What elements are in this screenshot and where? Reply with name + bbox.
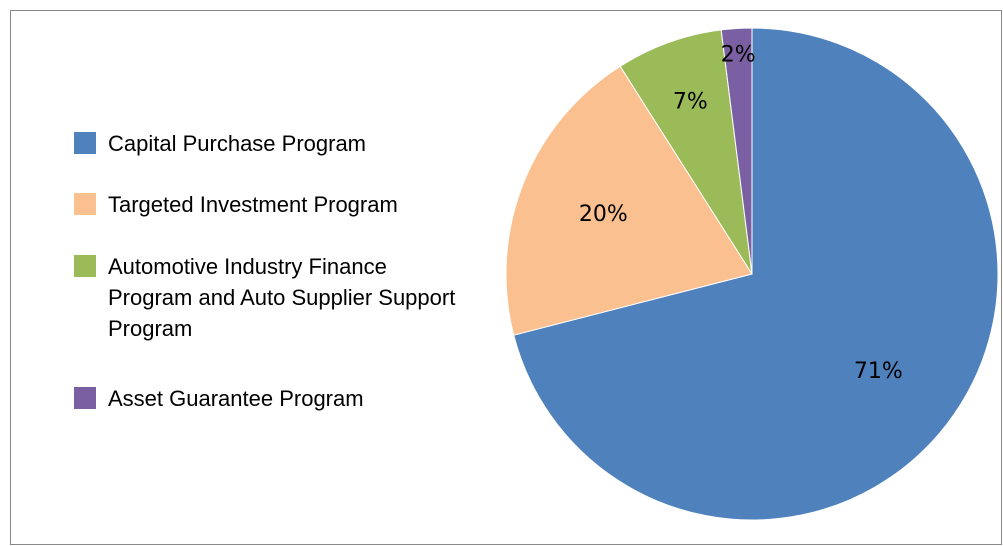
pie-slice bbox=[720, 27, 753, 275]
frame bbox=[10, 10, 1002, 545]
data-label: 71% bbox=[854, 359, 903, 384]
legend-swatch bbox=[74, 132, 96, 154]
legend-entry: Capital Purchase Program bbox=[74, 128, 474, 159]
legend-entry: Automotive Industry Finance Program and … bbox=[74, 251, 474, 344]
legend-label: Automotive Industry Finance Program and … bbox=[108, 254, 456, 341]
pie-slice bbox=[513, 27, 999, 521]
legend-label: Asset Guarantee Program bbox=[108, 386, 364, 411]
pie-slice bbox=[619, 29, 753, 275]
pie-slice bbox=[505, 65, 753, 336]
data-label: 20% bbox=[579, 202, 628, 227]
legend-entry: Asset Guarantee Program bbox=[74, 383, 474, 414]
legend-swatch bbox=[74, 255, 96, 277]
legend-entry: Targeted Investment Program bbox=[74, 189, 474, 220]
legend-label: Capital Purchase Program bbox=[108, 131, 367, 156]
legend-label: Targeted Investment Program bbox=[108, 192, 398, 217]
legend-swatch bbox=[74, 387, 96, 409]
data-label: 2% bbox=[721, 42, 756, 67]
data-label: 7% bbox=[673, 90, 708, 115]
legend-swatch bbox=[74, 193, 96, 215]
